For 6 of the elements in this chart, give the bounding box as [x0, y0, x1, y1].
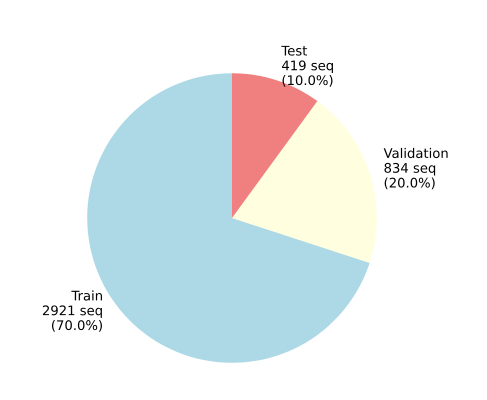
data-label: 419 seq (10.0%)	[282, 60, 333, 87]
slice-label: Train	[71, 290, 102, 301]
data-label: 2921 seq (70.0%)	[42, 305, 102, 332]
slice-label: Validation	[384, 148, 448, 158]
slice-label: Test	[281, 46, 308, 56]
data-label: 834 seq (20.0%)	[384, 162, 436, 190]
